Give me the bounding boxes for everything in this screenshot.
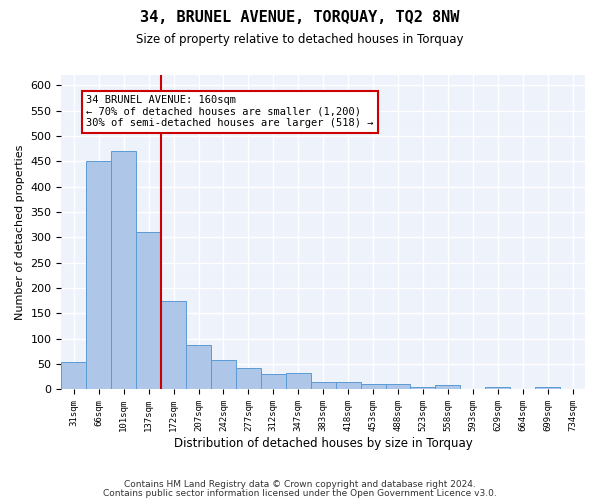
Bar — [361, 384, 386, 390]
Bar — [161, 300, 186, 390]
Bar — [236, 368, 261, 390]
Text: Contains HM Land Registry data © Crown copyright and database right 2024.: Contains HM Land Registry data © Crown c… — [124, 480, 476, 489]
Bar — [436, 386, 460, 390]
Bar — [61, 362, 86, 390]
Y-axis label: Number of detached properties: Number of detached properties — [15, 144, 25, 320]
Bar — [86, 161, 111, 390]
Text: 34 BRUNEL AVENUE: 160sqm
← 70% of detached houses are smaller (1,200)
30% of sem: 34 BRUNEL AVENUE: 160sqm ← 70% of detach… — [86, 96, 374, 128]
Bar — [386, 384, 410, 390]
Bar — [311, 382, 335, 390]
Bar — [186, 345, 211, 390]
X-axis label: Distribution of detached houses by size in Torquay: Distribution of detached houses by size … — [174, 437, 473, 450]
Bar — [335, 382, 361, 390]
Bar — [485, 387, 510, 390]
Bar — [111, 151, 136, 390]
Text: Contains public sector information licensed under the Open Government Licence v3: Contains public sector information licen… — [103, 488, 497, 498]
Bar — [410, 387, 436, 390]
Bar — [535, 387, 560, 390]
Text: Size of property relative to detached houses in Torquay: Size of property relative to detached ho… — [136, 32, 464, 46]
Bar — [286, 373, 311, 390]
Bar — [261, 374, 286, 390]
Bar — [211, 360, 236, 390]
Text: 34, BRUNEL AVENUE, TORQUAY, TQ2 8NW: 34, BRUNEL AVENUE, TORQUAY, TQ2 8NW — [140, 10, 460, 25]
Bar — [136, 232, 161, 390]
